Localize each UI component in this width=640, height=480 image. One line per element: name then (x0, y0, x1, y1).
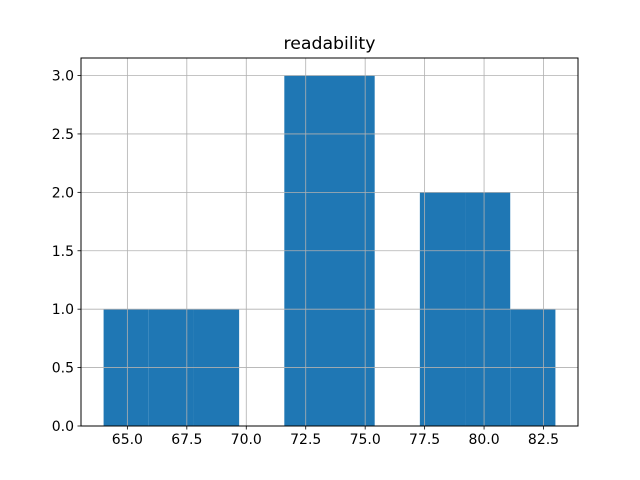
axes-frame (80, 57, 579, 427)
y-tick-label: 2.0 (52, 185, 74, 201)
x-tick-label: 77.5 (409, 432, 440, 448)
x-tick-label: 72.5 (290, 432, 321, 448)
x-tick-label: 67.5 (171, 432, 202, 448)
y-tick-label: 0.5 (52, 361, 74, 377)
chart-title: readability (284, 34, 376, 54)
y-tick-label: 3.0 (52, 69, 74, 85)
y-tick-label: 1.0 (52, 302, 74, 318)
x-tick-label: 80.0 (468, 432, 499, 448)
y-tick-label: 0.0 (52, 419, 74, 435)
plot-area: 65.0 67.5 70.0 72.5 75.0 77.5 80.0 82.5 0.0 0.5 1.… (52, 57, 579, 448)
y-tick-label: 2.5 (52, 127, 74, 143)
y-tick-label: 1.5 (52, 244, 74, 260)
x-tick-label: 82.5 (528, 432, 559, 448)
x-tick-label: 75.0 (350, 432, 381, 448)
x-tick-label: 70.0 (231, 432, 262, 448)
x-tick-label: 65.0 (112, 432, 143, 448)
